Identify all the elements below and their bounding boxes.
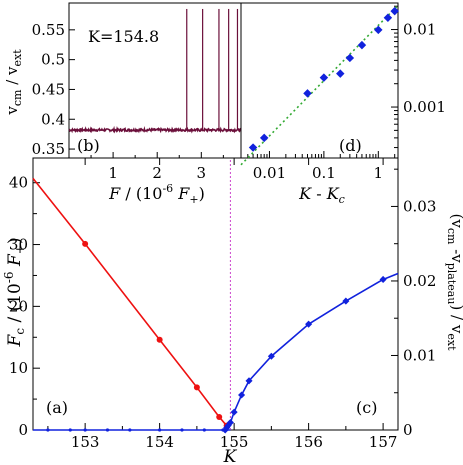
y-tick-label-b: 0.55 — [32, 21, 65, 39]
data-point-zero — [106, 428, 109, 431]
y-tick-label-c: 0 — [403, 421, 413, 439]
x-tick-label-ac: 156 — [294, 433, 323, 451]
x-tick-label-d: 0.1 — [312, 164, 336, 182]
x-axis-label-d: K - Kc — [298, 184, 345, 206]
data-point-zero — [180, 428, 183, 431]
data-point-fc — [216, 414, 222, 420]
panel-label-b: (b) — [77, 136, 100, 155]
y-tick-label-a: 40 — [9, 174, 28, 192]
x-tick-label-d: 0.01 — [253, 164, 286, 182]
data-point-zero — [69, 428, 72, 431]
x-tick-label-b: 3 — [197, 164, 207, 182]
y-tick-label-c: 0.03 — [403, 197, 436, 215]
y-tick-label-d: 0.01 — [403, 21, 436, 39]
data-point-fc — [194, 384, 200, 390]
series-line-vcm-baseline — [69, 129, 241, 131]
y-axis-label-c: (vcm -vplateau) / vext — [445, 214, 463, 352]
y-tick-label-b: 0.4 — [41, 110, 65, 128]
y-tick-label-d: 0.001 — [403, 98, 446, 116]
data-point-vcm — [231, 409, 238, 416]
data-point-zero — [84, 428, 87, 431]
x-axis-label-b: F / (10-6 F+) — [108, 182, 205, 206]
panel-d: 0.01 0.1 1 0.001 0.01 (d) K - Kc — [241, 3, 446, 206]
y-tick-label-b: 0.35 — [32, 140, 65, 158]
y-tick-label-a: 0 — [18, 421, 28, 439]
x-tick-label-ac: 157 — [369, 433, 398, 451]
panel-b: 1 2 3 0.35 0.4 0.45 0.5 0.55 K=154.8 (b) F / (10-6… — [3, 3, 241, 206]
x-tick-label-b: 2 — [152, 164, 162, 182]
annotation-k-value: K=154.8 — [88, 27, 159, 46]
y-tick-label-c: 0.01 — [403, 346, 436, 364]
panel-label-a: (a) — [46, 398, 68, 417]
data-point-zero — [46, 428, 49, 431]
data-point-fc — [82, 241, 88, 247]
y-axis-label-b: vcm / vext — [3, 49, 24, 116]
data-point-vcm — [238, 391, 245, 398]
y-tick-label-b: 0.45 — [32, 80, 65, 98]
x-tick-label-b: 1 — [108, 164, 118, 182]
data-point-zero — [128, 428, 131, 431]
x-tick-label-d: 1 — [374, 164, 384, 182]
x-tick-label-ac: 154 — [145, 433, 174, 451]
x-tick-label-ac: 153 — [71, 433, 100, 451]
data-point-zero — [203, 428, 206, 431]
y-tick-label-b: 0.5 — [41, 51, 65, 69]
y-tick-label-a: 10 — [9, 359, 28, 377]
data-point-fc — [157, 337, 163, 343]
x-axis-label-ac: K — [223, 447, 238, 465]
panel-label-d: (d) — [339, 136, 362, 155]
panel-label-c: (c) — [356, 398, 377, 417]
y-axis-label-a: Fc / (10-6 F+) — [2, 238, 27, 348]
y-tick-label-c: 0.02 — [403, 272, 436, 290]
data-point-vcm — [380, 276, 387, 283]
data-point-zero — [158, 428, 161, 431]
